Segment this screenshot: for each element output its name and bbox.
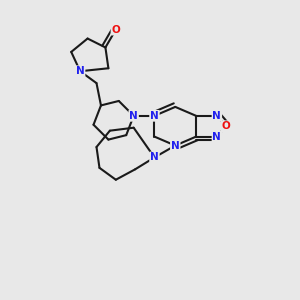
Text: N: N	[76, 66, 85, 76]
Text: N: N	[129, 111, 138, 121]
Text: N: N	[212, 111, 221, 121]
Text: O: O	[111, 25, 120, 34]
Text: N: N	[150, 152, 159, 162]
Text: N: N	[150, 111, 159, 121]
Text: N: N	[171, 140, 180, 151]
Text: N: N	[212, 132, 221, 142]
Text: O: O	[221, 121, 230, 131]
